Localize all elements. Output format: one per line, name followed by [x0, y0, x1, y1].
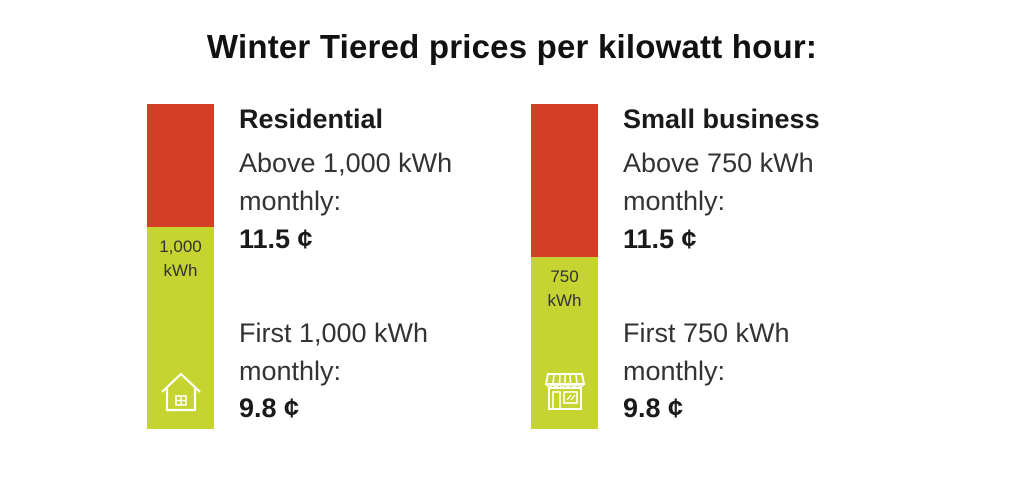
residential-upper-price: 11.5 ¢: [239, 224, 313, 254]
small-business-threshold-unit: kWh: [547, 290, 582, 310]
small-business-threshold-label: 750 kWh: [531, 265, 598, 313]
small-business-lower-price: 9.8 ¢: [623, 393, 684, 423]
residential-threshold-value: 1,000: [159, 237, 202, 256]
small-business-panel: 750 kWh Small business Above 750 kWh mon…: [531, 104, 931, 429]
residential-lower-price: 9.8 ¢: [239, 393, 300, 423]
chart-title: Winter Tiered prices per kilowatt hour:: [206, 28, 818, 65]
residential-heading: Residential: [239, 104, 384, 134]
small-business-upper-label: Above 750 kWh monthly:: [623, 148, 814, 216]
residential-tier-bar: 1,000 kWh: [147, 104, 214, 429]
small-business-threshold-value: 750: [550, 266, 579, 286]
storefront-icon: [544, 373, 586, 410]
residential-threshold-label: 1,000 kWh: [147, 235, 214, 283]
small-business-heading: Small business: [623, 104, 820, 134]
residential-upper-tier-segment: [147, 104, 214, 227]
residential-upper-label: Above 1,000 kWh monthly:: [239, 148, 453, 216]
small-business-upper-price: 11.5 ¢: [623, 224, 697, 254]
small-business-tier-bar: 750 kWh: [531, 104, 598, 429]
small-business-upper-tier-segment: [531, 104, 598, 257]
small-business-lower-label: First 750 kWh monthly:: [623, 318, 790, 386]
residential-panel: 1,000 kWh Residential Above 1,000 kWh mo…: [147, 104, 547, 429]
residential-threshold-unit: kWh: [163, 261, 198, 280]
house-icon: [161, 372, 201, 412]
residential-lower-label: First 1,000 kWh monthly:: [239, 318, 429, 386]
